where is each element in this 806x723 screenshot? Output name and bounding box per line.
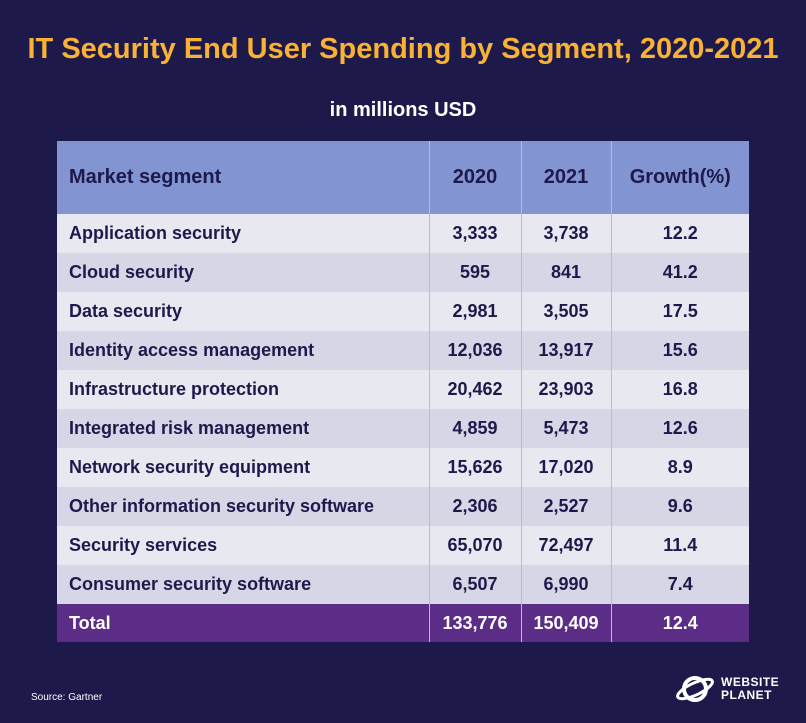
value-cell: 15,626 [428, 448, 521, 487]
table-row: Other information security software 2,306… [57, 487, 749, 526]
total-row: Total 133,776 150,409 12.4 [57, 604, 749, 642]
header-row: Market segment 2020 2021 Growth(%) [57, 141, 749, 214]
value-cell: 20,462 [428, 370, 521, 409]
value-cell: 7.4 [610, 565, 749, 604]
table-row: Security services 65,070 72,497 11.4 [57, 526, 749, 565]
segment-name-cell: Application security [57, 214, 429, 253]
table-row: Network security equipment 15,626 17,020 8.… [57, 448, 749, 487]
value-cell: 72,497 [520, 526, 611, 565]
segment-name-cell: Other information security software [57, 487, 429, 526]
source-note: Source: Gartner [31, 692, 103, 703]
value-cell: 11.4 [610, 526, 749, 565]
website-planet-logo: WEBSITE PLANET [676, 674, 779, 704]
value-cell: 15.6 [610, 331, 749, 370]
segment-name-cell: Network security equipment [57, 448, 429, 487]
value-cell: 2,527 [520, 487, 611, 526]
value-cell: 5,473 [520, 409, 611, 448]
segment-name-cell: Integrated risk management [57, 409, 429, 448]
table-row: Data security 2,981 3,505 17.5 [57, 292, 749, 331]
logo-line-1: WEBSITE [721, 675, 780, 689]
table-body: Application security 3,333 3,738 12.2 Cloud … [57, 214, 749, 604]
total-cell: 150,409 [520, 604, 611, 642]
value-cell: 3,333 [428, 214, 521, 253]
segment-name-cell: Security services [57, 526, 429, 565]
value-cell: 2,981 [428, 292, 521, 331]
value-cell: 6,507 [428, 565, 521, 604]
spending-table: Market segment 2020 2021 Growth(%) Appli… [57, 141, 749, 642]
value-cell: 12.6 [610, 409, 749, 448]
value-cell: 23,903 [520, 370, 611, 409]
table-row: Infrastructure protection 20,462 23,903 16.… [57, 370, 749, 409]
value-cell: 9.6 [610, 487, 749, 526]
header-cell: 2020 [428, 141, 521, 214]
value-cell: 841 [520, 253, 611, 292]
segment-name-cell: Data security [57, 292, 429, 331]
total-cell: Total [57, 604, 429, 642]
segment-name-cell: Consumer security software [57, 565, 429, 604]
segment-name-cell: Cloud security [57, 253, 429, 292]
table-row: Identity access management 12,036 13,917 15… [57, 331, 749, 370]
table-row: Consumer security software 6,507 6,990 7.4 [57, 565, 749, 604]
value-cell: 12.2 [610, 214, 749, 253]
table-row: Application security 3,333 3,738 12.2 [57, 214, 749, 253]
table-row: Integrated risk management 4,859 5,473 12.6 [57, 409, 749, 448]
value-cell: 12,036 [428, 331, 521, 370]
value-cell: 3,738 [520, 214, 611, 253]
value-cell: 2,306 [428, 487, 521, 526]
value-cell: 17,020 [520, 448, 611, 487]
chart-title: IT Security End User Spending by Segment… [27, 33, 779, 65]
value-cell: 17.5 [610, 292, 749, 331]
table-row: Cloud security 595 841 41.2 [57, 253, 749, 292]
header-cell: Growth(%) [610, 141, 749, 214]
value-cell: 3,505 [520, 292, 611, 331]
value-cell: 65,070 [428, 526, 521, 565]
segment-name-cell: Identity access management [57, 331, 429, 370]
value-cell: 595 [428, 253, 521, 292]
value-cell: 8.9 [610, 448, 749, 487]
segment-name-cell: Infrastructure protection [57, 370, 429, 409]
value-cell: 6,990 [520, 565, 611, 604]
value-cell: 13,917 [520, 331, 611, 370]
header-cell: Market segment [57, 141, 429, 214]
logo-line-2: PLANET [721, 688, 772, 702]
header-cell: 2021 [520, 141, 611, 214]
value-cell: 4,859 [428, 409, 521, 448]
total-cell: 133,776 [428, 604, 521, 642]
chart-subtitle: in millions USD [329, 99, 477, 121]
total-cell: 12.4 [610, 604, 749, 642]
value-cell: 16.8 [610, 370, 749, 409]
planet-icon [676, 676, 714, 702]
value-cell: 41.2 [610, 253, 749, 292]
